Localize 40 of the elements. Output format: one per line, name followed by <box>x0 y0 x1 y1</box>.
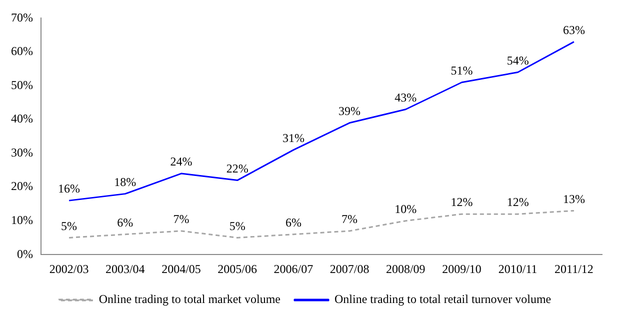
x-tick-label: 2005/06 <box>218 262 258 276</box>
y-tick-label: 0% <box>16 246 33 261</box>
data-label: 31% <box>282 131 304 146</box>
data-label: 22% <box>226 161 248 176</box>
x-tick-label: 2008/09 <box>386 262 426 276</box>
data-label: 16% <box>58 182 80 196</box>
y-tick-label: 40% <box>10 112 33 126</box>
data-label: 54% <box>506 53 529 68</box>
data-label: 51% <box>450 64 473 78</box>
y-tick-label: 70% <box>10 10 33 24</box>
data-label: 18% <box>114 174 136 189</box>
legend-label: Online trading to total market volume <box>98 292 281 306</box>
data-label: 13% <box>562 192 585 206</box>
data-label: 12% <box>450 195 473 210</box>
x-tick-label: 2004/05 <box>162 262 201 276</box>
y-tick-label: 20% <box>10 179 33 194</box>
x-tick-label: 2002/03 <box>49 262 89 276</box>
data-label: 63% <box>562 22 585 37</box>
y-tick-label: 50% <box>10 78 33 92</box>
x-tick-label: 2003/04 <box>105 262 145 276</box>
x-tick-label: 2007/08 <box>330 262 370 276</box>
data-label: 5% <box>61 218 78 233</box>
data-label: 6% <box>285 215 302 230</box>
data-label: 6% <box>117 215 134 230</box>
data-label: 7% <box>173 212 190 226</box>
data-label: 43% <box>394 90 417 105</box>
data-label: 39% <box>338 104 361 118</box>
data-label: 24% <box>170 154 192 169</box>
data-label: 12% <box>506 195 529 210</box>
y-tick-label: 60% <box>10 44 33 58</box>
data-label: 5% <box>229 218 246 233</box>
legend-label: Online trading to total retail turnover volume <box>334 292 552 306</box>
x-tick-label: 2006/07 <box>274 262 314 276</box>
y-tick-label: 10% <box>10 212 33 227</box>
x-tick-label: 2010/11 <box>498 262 538 276</box>
y-tick-label: 30% <box>10 145 33 160</box>
data-label: 10% <box>394 202 417 216</box>
x-tick-label: 2009/10 <box>442 262 482 276</box>
data-label: 7% <box>342 212 358 226</box>
x-tick-label: 2011/12 <box>554 262 594 276</box>
